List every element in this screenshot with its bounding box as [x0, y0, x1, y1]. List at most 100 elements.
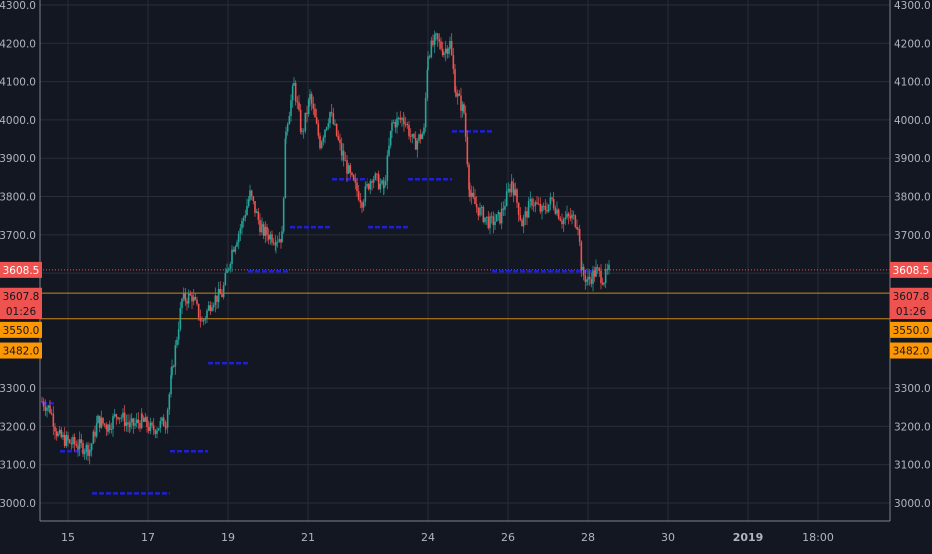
candle-body	[480, 207, 483, 208]
candle-body	[557, 209, 560, 219]
candle-body	[49, 405, 51, 414]
candle-body	[234, 246, 237, 252]
candle-body	[489, 216, 491, 229]
candle-body	[50, 413, 53, 414]
y-tick-label-left: 4000.0	[0, 115, 36, 127]
x-tick-label: 17	[141, 531, 155, 544]
candle-body	[229, 263, 232, 269]
y-tick-label-left: 3100.0	[0, 460, 36, 472]
candle-body	[80, 439, 83, 444]
candle-body	[294, 83, 297, 102]
price-label-right-bg	[890, 303, 932, 320]
candle-body	[252, 196, 255, 201]
price-label-right: 3550.0	[893, 325, 930, 337]
candle-body	[443, 53, 445, 55]
horizontal-lines	[40, 269, 890, 320]
candle-body	[569, 216, 572, 219]
candle-body	[595, 267, 597, 277]
candle-body	[315, 117, 318, 124]
candle-body	[600, 270, 602, 284]
y-tick-label-left: 3300.0	[0, 383, 36, 395]
candle-body	[266, 226, 268, 236]
y-tick-label-right: 3900.0	[894, 153, 931, 165]
candle-body	[275, 242, 277, 246]
x-tick-label: 19	[221, 531, 235, 544]
candle-body	[606, 269, 609, 270]
price-label-left: 3608.5	[3, 265, 40, 277]
candle-body	[288, 115, 291, 125]
candle-body	[55, 431, 58, 437]
y-tick-label-right: 4200.0	[894, 38, 931, 50]
candle-body	[209, 305, 212, 312]
candle-body	[60, 429, 63, 438]
candle-body	[389, 130, 392, 146]
candle-body	[580, 241, 583, 271]
candle-body	[371, 181, 373, 183]
candle-body	[419, 134, 422, 139]
candle-body	[413, 134, 415, 138]
candle-body	[281, 231, 283, 243]
y-tick-label-left: 3200.0	[0, 421, 36, 433]
y-tick-label-right: 3800.0	[894, 192, 931, 204]
candle-body	[201, 320, 203, 322]
candle-body	[561, 220, 563, 225]
candle-body	[537, 203, 540, 205]
candle-body	[177, 329, 180, 340]
candle-body	[416, 140, 419, 150]
candle-body	[102, 417, 104, 424]
candle-body	[458, 93, 461, 96]
candle-body	[68, 439, 71, 444]
candle-body	[255, 211, 258, 213]
candle-body	[179, 307, 182, 330]
candle-body	[108, 424, 111, 430]
candle-body	[383, 185, 385, 189]
candle-body	[551, 197, 553, 200]
candle-body	[505, 191, 508, 206]
candle-body	[542, 205, 545, 207]
candle-body	[286, 124, 289, 132]
candle-body	[67, 435, 69, 441]
candle-body	[157, 428, 160, 431]
candle-body	[120, 417, 123, 419]
candle-body	[46, 407, 48, 411]
candle-body	[392, 121, 395, 123]
candle-body	[574, 215, 577, 227]
candle-body	[477, 207, 480, 216]
candle-body	[559, 218, 562, 221]
candle-body	[222, 284, 225, 297]
candle-body	[376, 173, 378, 175]
y-tick-label-left: 3000.0	[0, 498, 36, 510]
y-tick-label-right: 3100.0	[894, 460, 931, 472]
candle-body	[227, 268, 230, 270]
candle-body	[250, 190, 253, 197]
candle-body	[582, 266, 585, 276]
candle-body	[494, 221, 496, 226]
candle-body	[182, 292, 185, 299]
candle-body	[272, 242, 275, 244]
candle-body	[310, 93, 313, 104]
candle-body	[500, 208, 503, 224]
candle-body	[271, 234, 273, 243]
candle-body	[159, 420, 162, 429]
candle-body	[339, 139, 341, 144]
candle-body	[514, 189, 517, 196]
candle-body	[603, 282, 605, 285]
candle-body	[291, 85, 294, 101]
candle-body	[165, 426, 167, 428]
candle-body	[539, 204, 542, 212]
candle-body	[231, 249, 233, 264]
y-tick-label-right: 4000.0	[894, 115, 931, 127]
price-label-right: 01:26	[896, 306, 927, 318]
candle-body	[77, 448, 79, 450]
candle-body	[424, 98, 427, 128]
candle-body	[196, 299, 198, 304]
candle-body	[107, 424, 109, 432]
candle-body	[444, 48, 447, 54]
candle-body	[226, 269, 228, 274]
candle-body	[239, 228, 242, 234]
candle-body	[90, 443, 93, 451]
